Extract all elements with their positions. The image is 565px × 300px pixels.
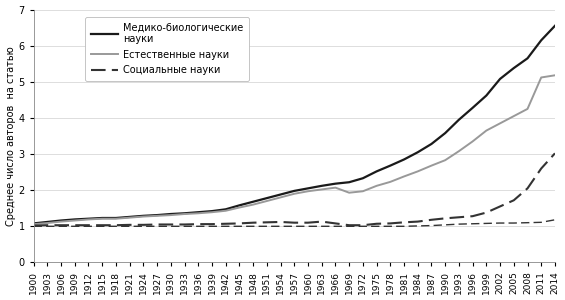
Медико-биологические
науки bbox=[227, 206, 234, 210]
Социальные науки bbox=[488, 209, 494, 212]
Социальные науки bbox=[149, 223, 156, 226]
Естественные науки bbox=[346, 191, 353, 194]
Естественные науки bbox=[551, 74, 558, 77]
Line: Естественные науки: Естественные науки bbox=[33, 75, 555, 224]
Line: Социальные науки: Социальные науки bbox=[33, 153, 555, 226]
Социальные науки bbox=[199, 222, 206, 226]
Y-axis label: Среднее число авторов  на статью: Среднее число авторов на статью bbox=[6, 46, 16, 226]
Медико-биологические
науки bbox=[551, 24, 558, 28]
Line: Медико-биологические
науки: Медико-биологические науки bbox=[33, 26, 555, 224]
Естественные науки bbox=[149, 214, 156, 218]
Естественные науки bbox=[488, 126, 494, 130]
Социальные науки bbox=[551, 152, 558, 155]
Медико-биологические
науки bbox=[30, 222, 37, 225]
Медико-биологические
науки bbox=[488, 88, 494, 92]
Естественные науки bbox=[199, 211, 206, 215]
Медико-биологические
науки bbox=[99, 216, 106, 220]
Legend: Медико-биологические
науки, Естественные науки, Социальные науки: Медико-биологические науки, Естественные… bbox=[85, 17, 249, 81]
Социальные науки bbox=[99, 224, 106, 227]
Естественные науки bbox=[99, 217, 106, 220]
Естественные науки bbox=[227, 208, 234, 211]
Социальные науки bbox=[227, 222, 234, 225]
Социальные науки bbox=[30, 224, 37, 227]
Медико-биологические
науки bbox=[149, 214, 156, 217]
Медико-биологические
науки bbox=[346, 180, 353, 184]
Естественные науки bbox=[30, 222, 37, 226]
Социальные науки bbox=[346, 224, 353, 227]
Медико-биологические
науки bbox=[199, 210, 206, 214]
